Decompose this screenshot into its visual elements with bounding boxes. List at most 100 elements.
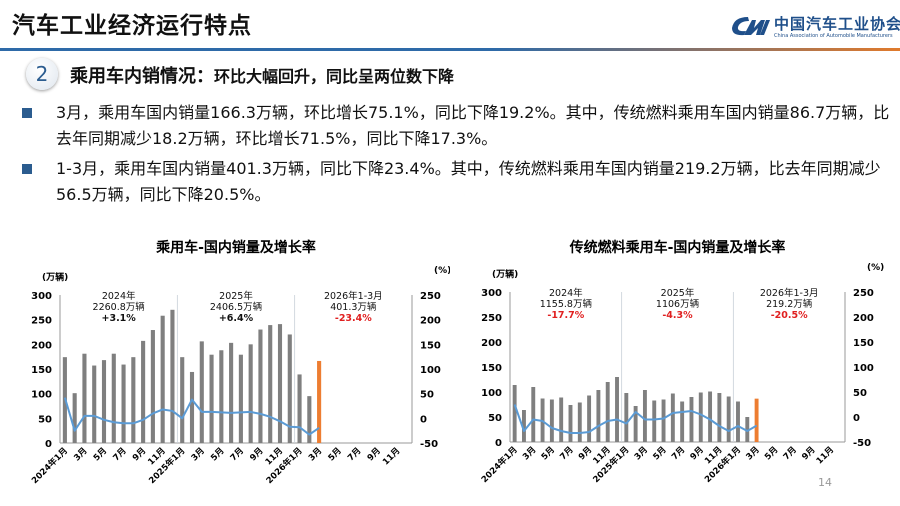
bar: [512, 385, 517, 442]
x-tick: 5月: [92, 446, 109, 463]
year-annotation: 2026年1-3月: [760, 287, 819, 299]
x-tick: 7月: [782, 445, 799, 462]
year-annotation: -20.5%: [771, 310, 808, 321]
x-tick: 7月: [229, 446, 246, 463]
x-tick: 5月: [327, 446, 344, 463]
chart-title: 乘用车-国内销量及增长率: [155, 239, 316, 256]
bar: [661, 399, 666, 442]
bar: [189, 371, 195, 443]
x-tick: 2024年1月: [479, 444, 520, 485]
year-annotation: 2026年1-3月: [324, 290, 383, 302]
bar: [160, 315, 165, 443]
year-annotation: 401.3万辆: [330, 301, 377, 313]
bar: [287, 334, 292, 443]
bar: [277, 324, 283, 443]
year-annotation: 1106万辆: [656, 298, 700, 310]
y-tick-right: 200: [420, 316, 441, 327]
y-tick-right: -50: [420, 439, 438, 450]
y-axis-right-label: (%): [434, 266, 450, 276]
bar: [633, 406, 638, 442]
bar: [101, 360, 107, 443]
y-tick-right: 50: [853, 388, 867, 399]
year-annotation: +6.4%: [219, 313, 254, 324]
bar: [577, 402, 582, 442]
y-tick-right: 150: [853, 338, 874, 349]
x-tick: 11月: [815, 445, 836, 466]
bar: [708, 391, 713, 442]
bar: [72, 393, 77, 443]
year-annotation: +3.1%: [102, 313, 137, 324]
section-title-rest: 环比大幅回升，同比呈两位数下降: [214, 67, 455, 86]
year-annotation: -17.7%: [547, 310, 584, 321]
y-tick-left: 200: [481, 338, 502, 349]
bar: [624, 393, 629, 442]
bar: [605, 382, 610, 442]
logo-cn-text: 中国汽车工业协会: [774, 15, 900, 33]
bar: [568, 405, 573, 442]
x-tick: 5月: [209, 446, 226, 463]
bar: [209, 354, 214, 443]
bar: [121, 364, 126, 443]
bar: [689, 397, 694, 442]
y-tick-right: 150: [420, 340, 441, 351]
x-tick: 7月: [558, 445, 575, 462]
bar: [248, 344, 253, 443]
x-tick: 3月: [521, 445, 538, 462]
caam-logo: 中国汽车工业协会 China Association of Automobile…: [730, 12, 900, 42]
logo-en-text: China Association of Automobile Manufact…: [774, 33, 893, 39]
y-tick-right: -50: [853, 438, 871, 449]
y-tick-left: 50: [488, 413, 502, 424]
x-tick: 11月: [381, 446, 402, 467]
y-tick-left: 150: [31, 365, 52, 376]
y-tick-left: 250: [31, 316, 52, 327]
bar: [559, 397, 564, 442]
x-tick: 3月: [307, 446, 324, 463]
x-tick: 7月: [111, 446, 128, 463]
page-number: 14: [818, 476, 832, 489]
caam-logo-icon: [732, 17, 770, 36]
x-tick: 5月: [651, 445, 668, 462]
x-tick: 2024年1月: [29, 445, 70, 486]
y-tick-right: 0: [853, 413, 860, 424]
page-title: 汽车工业经济运行特点: [12, 13, 252, 39]
y-tick-left: 200: [31, 340, 52, 351]
section-title: 乘用车内销情况：环比大幅回升，同比呈两位数下降: [70, 62, 454, 88]
year-annotation: 1155.8万辆: [540, 298, 593, 310]
year-annotation: 2406.5万辆: [210, 301, 263, 313]
bar: [170, 309, 175, 443]
bar: [219, 350, 224, 443]
bar: [92, 365, 97, 443]
bar: [726, 396, 731, 442]
bar: [258, 329, 263, 443]
y-tick-left: 50: [38, 414, 52, 425]
chart-passenger-domestic-sales: 乘用车-国内销量及增长率 (万辆) (%) 0 50 100 150 200 250 300 -50…: [20, 230, 450, 500]
year-annotation: -4.3%: [662, 310, 693, 321]
year-annotation: 2024年: [102, 290, 136, 302]
y-tick-right: 50: [420, 390, 434, 401]
year-annotation: -23.4%: [335, 313, 372, 324]
bar: [698, 392, 703, 442]
bar: [587, 395, 592, 442]
year-annotation: 2025年: [661, 287, 695, 299]
bar: [297, 374, 302, 443]
year-annotation: 219.2万辆: [766, 298, 813, 310]
bar-highlight: [754, 398, 759, 442]
y-tick-right: 100: [853, 363, 874, 374]
bar: [238, 354, 243, 443]
x-tick: 3月: [72, 446, 89, 463]
y-tick-right: 200: [853, 313, 874, 324]
bar: [549, 399, 554, 442]
y-tick-left: 0: [495, 438, 502, 449]
bar: [736, 401, 740, 442]
bullet-item: 3月，乘用车国内销量166.3万辆，环比增长75.1%，同比下降19.2%。其中…: [20, 100, 890, 152]
bullet-list: 3月，乘用车国内销量166.3万辆，环比增长75.1%，同比下降19.2%。其中…: [20, 100, 890, 212]
x-tick: 5月: [763, 445, 780, 462]
year-annotation: 2025年: [219, 290, 253, 302]
y-tick-left: 150: [481, 363, 502, 374]
y-tick-right: 0: [420, 414, 427, 425]
y-tick-left: 0: [45, 439, 52, 450]
x-tick: 3月: [633, 445, 650, 462]
section-title-bold: 乘用车内销情况：: [70, 66, 214, 87]
bar: [150, 330, 155, 443]
year-annotation: 2024年: [549, 287, 583, 299]
